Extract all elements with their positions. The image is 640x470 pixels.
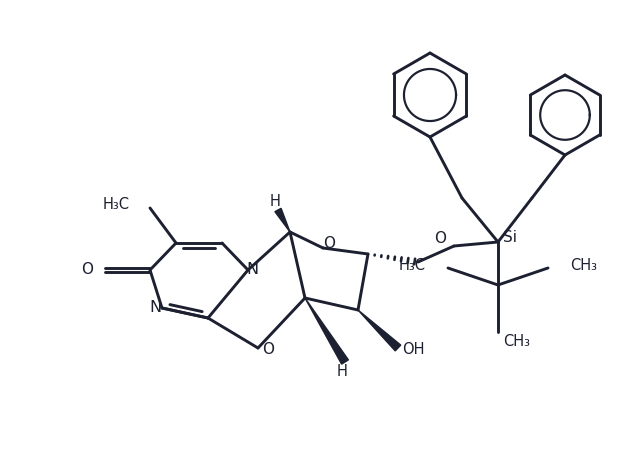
Text: Si: Si [503,229,517,244]
Text: O: O [81,263,93,277]
Text: O: O [434,230,446,245]
Text: H: H [337,363,348,378]
Text: CH₃: CH₃ [503,334,530,348]
Text: N: N [149,300,161,315]
Text: O: O [323,235,335,251]
Text: H₃C: H₃C [399,258,426,274]
Polygon shape [275,208,290,232]
Text: H: H [269,194,280,209]
Polygon shape [305,298,348,364]
Text: N: N [246,261,258,276]
Text: OH: OH [402,343,424,358]
Text: CH₃: CH₃ [570,258,597,274]
Text: O: O [262,343,274,358]
Text: H₃C: H₃C [103,196,130,212]
Polygon shape [358,310,401,351]
